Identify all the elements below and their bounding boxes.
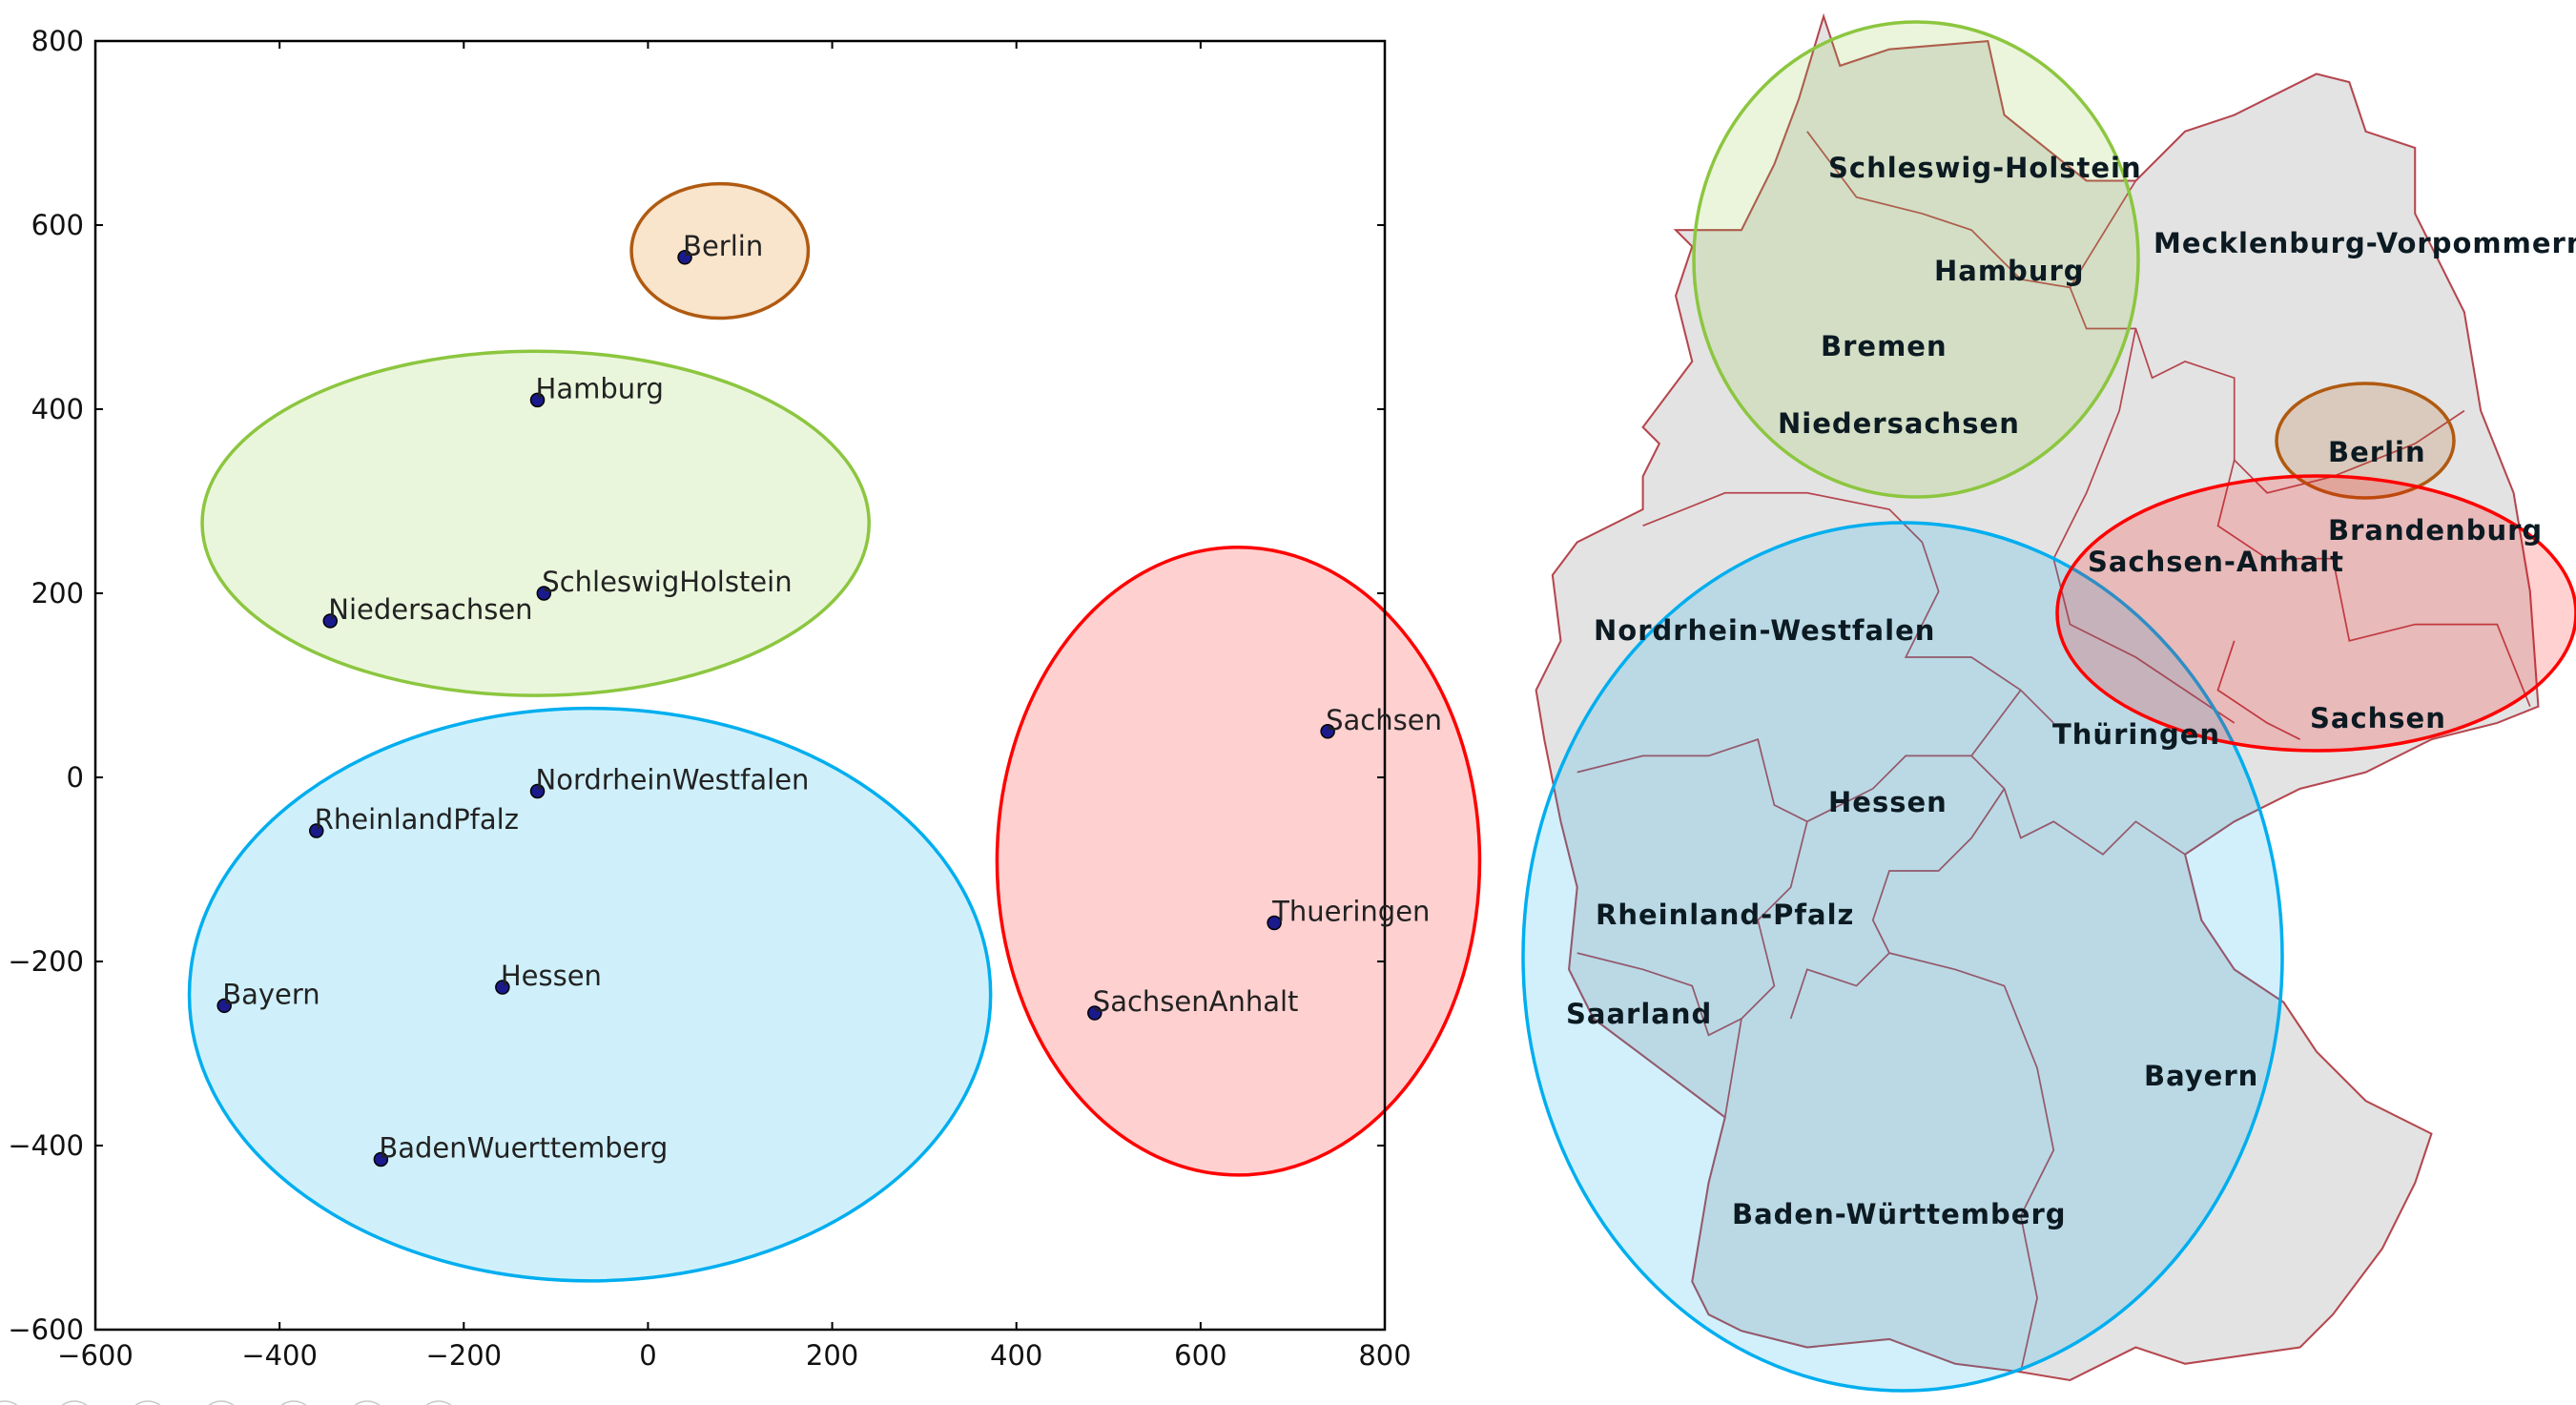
- point-label: SachsenAnhalt: [1093, 985, 1299, 1018]
- data-point: [677, 250, 692, 265]
- x-tick-label: 400: [990, 1339, 1042, 1372]
- map-cluster-ellipse: [1692, 20, 2140, 499]
- point-label: RheinlandPfalz: [315, 803, 519, 836]
- germany-outline: [1535, 12, 2540, 1382]
- y-tick-label: 600: [31, 209, 84, 241]
- map-state-label: Baden-Württemberg: [1732, 1198, 2067, 1230]
- data-point: [495, 980, 510, 995]
- germany-map: Schleswig-Holstein Hamburg Mecklenburg-Vor…: [1521, 12, 2576, 1393]
- map-state-labels: Schleswig-Holstein Hamburg Mecklenburg-Vor…: [1566, 152, 2576, 1230]
- cluster-ellipses: [187, 181, 1482, 1283]
- map-cluster-ellipse: [2275, 382, 2456, 500]
- state-borders: [1577, 131, 2531, 1373]
- slides-icon[interactable]: [201, 1400, 241, 1405]
- map-state-label: Sachsen-Anhalt: [2088, 546, 2344, 578]
- axes-frame: [93, 39, 1387, 1332]
- map-state-label: Hamburg: [1934, 255, 2085, 287]
- map-state-label: Bayern: [2144, 1060, 2258, 1092]
- back-icon[interactable]: [0, 1400, 25, 1405]
- point-label: Niedersachsen: [328, 593, 532, 626]
- point-label: Thueringen: [1271, 895, 1430, 927]
- y-tick-label: 0: [67, 761, 84, 794]
- x-tick-label: 600: [1174, 1339, 1226, 1372]
- cluster-ellipse: [995, 546, 1482, 1177]
- cluster-ellipse: [187, 706, 993, 1283]
- point-label: Sachsen: [1326, 704, 1442, 736]
- more-icon[interactable]: [419, 1400, 459, 1405]
- map-state-label: Sachsen: [2310, 702, 2446, 734]
- forward-icon[interactable]: [54, 1400, 94, 1405]
- map-state-label: Bremen: [1821, 330, 1947, 362]
- data-point: [1320, 724, 1335, 739]
- point-label: Hamburg: [536, 372, 664, 404]
- map-cluster-ellipse: [1521, 521, 2284, 1393]
- point-label: BadenWuerttemberg: [379, 1131, 668, 1164]
- x-tick-label: 800: [1358, 1339, 1411, 1372]
- map-state-label: Brandenburg: [2328, 514, 2543, 547]
- point-label: NordrheinWestfalen: [536, 763, 810, 795]
- y-tick-label: −200: [8, 945, 84, 978]
- map-cluster-ellipse: [2055, 474, 2576, 753]
- x-tick-label: 200: [806, 1339, 858, 1372]
- scatter-plot: −600 −400 −200 0 200 400 600 800 800 600 400 200 0 −2…: [8, 25, 1482, 1372]
- zoom-icon[interactable]: [274, 1400, 314, 1405]
- x-tick-label: −400: [241, 1339, 318, 1372]
- point-label: Berlin: [683, 230, 763, 262]
- data-point: [309, 823, 324, 838]
- data-point: [536, 586, 552, 601]
- point-label: Bayern: [222, 978, 319, 1010]
- x-tick-label: 0: [639, 1339, 656, 1372]
- axis-ticks: −600 −400 −200 0 200 400 600 800 800 600 400 200 0 −2…: [8, 25, 1411, 1372]
- map-state-label: Mecklenburg-Vorpommern: [2154, 227, 2576, 259]
- data-points: Berlin Hamburg SchleswigHolstein Niedersach…: [216, 230, 1442, 1167]
- x-tick-label: −600: [57, 1339, 134, 1372]
- map-state-label: Rheinland-Pfalz: [1596, 899, 1854, 931]
- point-label: SchleswigHolstein: [542, 566, 792, 598]
- x-tick-label: −200: [425, 1339, 502, 1372]
- data-point: [529, 392, 546, 408]
- y-tick-label: 400: [31, 393, 84, 425]
- map-state-label: Hessen: [1828, 786, 1947, 818]
- map-state-label: Thüringen: [2052, 718, 2220, 751]
- map-state-label: Berlin: [2328, 436, 2426, 468]
- data-point: [216, 998, 232, 1014]
- y-tick-label: 800: [31, 25, 84, 57]
- cluster-ellipse: [629, 181, 811, 320]
- presentation-toolbar: [0, 1400, 459, 1405]
- data-point: [1087, 1005, 1103, 1021]
- screen-icon[interactable]: [347, 1400, 387, 1405]
- cluster-ellipse: [200, 349, 871, 697]
- map-state-label: Nordrhein-Westfalen: [1594, 614, 1935, 647]
- data-point: [529, 783, 546, 799]
- pen-icon[interactable]: [128, 1400, 168, 1405]
- data-point: [322, 613, 339, 629]
- map-state-label: Saarland: [1566, 998, 1712, 1030]
- data-point: [1267, 915, 1282, 931]
- map-cluster-ellipses: [1521, 20, 2576, 1393]
- y-tick-label: −600: [8, 1313, 84, 1346]
- data-point: [373, 1151, 389, 1167]
- point-label: Hessen: [501, 960, 602, 992]
- y-tick-label: −400: [8, 1129, 84, 1162]
- map-state-label: Schleswig-Holstein: [1828, 152, 2142, 184]
- map-state-label: Niedersachsen: [1778, 407, 2020, 440]
- y-tick-label: 200: [31, 577, 84, 610]
